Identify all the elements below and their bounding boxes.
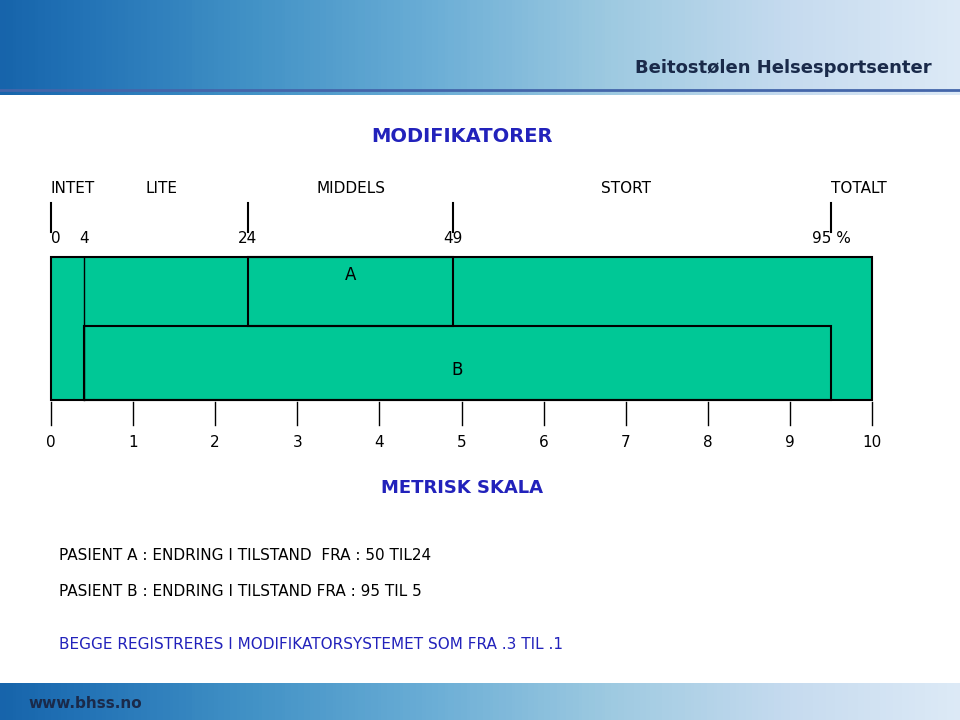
Text: 8: 8: [703, 435, 713, 450]
Text: www.bhss.no: www.bhss.no: [29, 696, 142, 711]
Text: 0: 0: [51, 231, 60, 246]
Text: BEGGE REGISTRERES I MODIFIKATORSYSTEMET SOM FRA .3 TIL .1: BEGGE REGISTRERES I MODIFIKATORSYSTEMET …: [59, 636, 563, 652]
Text: 95 %: 95 %: [812, 231, 851, 246]
Text: 10: 10: [863, 435, 882, 450]
Text: 6: 6: [539, 435, 548, 450]
Text: LITE: LITE: [146, 181, 178, 197]
Text: TOTALT: TOTALT: [831, 181, 887, 197]
Text: B: B: [452, 361, 463, 379]
Text: STORT: STORT: [601, 181, 651, 197]
Text: PASIENT A : ENDRING I TILSTAND  FRA : 50 TIL24: PASIENT A : ENDRING I TILSTAND FRA : 50 …: [59, 549, 431, 563]
Text: MIDDELS: MIDDELS: [316, 181, 385, 197]
Text: 49: 49: [444, 231, 463, 246]
Text: METRISK SKALA: METRISK SKALA: [380, 479, 542, 497]
Text: MODIFIKATORER: MODIFIKATORER: [371, 127, 552, 146]
Text: 4: 4: [374, 435, 384, 450]
Text: 7: 7: [621, 435, 631, 450]
Text: Beitostølen Helsesportsenter: Beitostølen Helsesportsenter: [635, 60, 931, 78]
Text: 9: 9: [785, 435, 795, 450]
Text: 5: 5: [457, 435, 467, 450]
Text: INTET: INTET: [51, 181, 95, 197]
Text: 24: 24: [238, 231, 257, 246]
Bar: [248, 257, 453, 325]
Text: 0: 0: [46, 435, 56, 450]
Text: 2: 2: [210, 435, 220, 450]
Text: 1: 1: [128, 435, 137, 450]
Text: PASIENT B : ENDRING I TILSTAND FRA : 95 TIL 5: PASIENT B : ENDRING I TILSTAND FRA : 95 …: [59, 584, 421, 599]
Bar: [84, 325, 831, 400]
Text: A: A: [345, 266, 356, 284]
Bar: [51, 257, 873, 400]
Text: 4: 4: [79, 231, 88, 246]
Text: 3: 3: [293, 435, 302, 450]
